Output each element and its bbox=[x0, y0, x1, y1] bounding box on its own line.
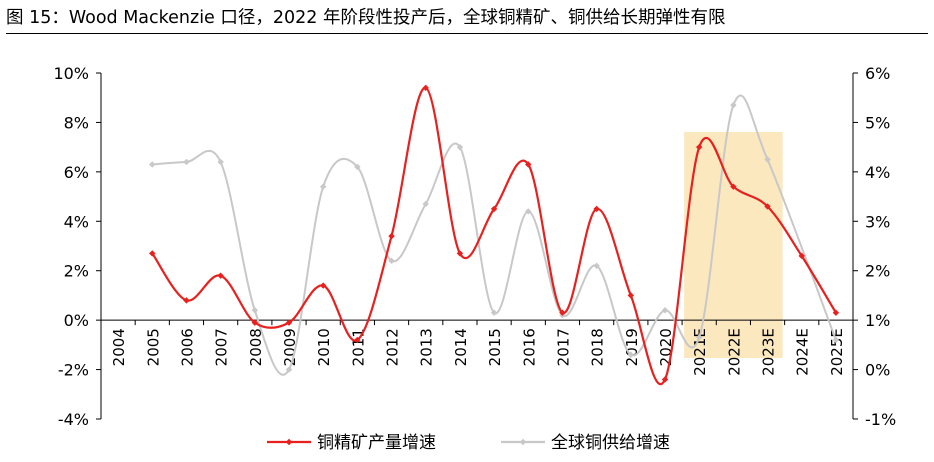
left-axis-tick-label: -2% bbox=[58, 361, 89, 380]
left-axis-tick-label: 6% bbox=[64, 163, 89, 182]
category-tick-label: 2022E bbox=[725, 328, 743, 376]
legend-label-concentrate: 铜精矿产量增速 bbox=[317, 433, 436, 453]
legend-marker-supply bbox=[519, 438, 527, 446]
series-point-supply bbox=[832, 336, 840, 344]
series-point-concentrate bbox=[490, 205, 498, 213]
category-tick-label: 2023E bbox=[760, 328, 778, 376]
series-point-supply bbox=[593, 262, 600, 269]
right-axis-tick-label: 6% bbox=[865, 64, 890, 83]
series-point-concentrate bbox=[798, 252, 805, 260]
series-point-concentrate bbox=[730, 183, 737, 190]
right-axis-tick-label: -1% bbox=[865, 410, 896, 429]
left-axis-tick-label: 8% bbox=[64, 113, 89, 132]
series-point-supply bbox=[149, 161, 156, 168]
series-point-concentrate bbox=[695, 143, 703, 151]
series-point-concentrate bbox=[388, 232, 395, 240]
series-point-concentrate bbox=[285, 319, 293, 326]
category-tick-label: 2018 bbox=[589, 328, 607, 366]
series-point-supply bbox=[388, 257, 395, 265]
series-point-concentrate bbox=[627, 292, 635, 299]
category-tick-label: 2005 bbox=[144, 328, 162, 366]
series-point-concentrate bbox=[832, 309, 840, 316]
series-point-concentrate bbox=[183, 297, 190, 304]
series-point-concentrate bbox=[149, 250, 156, 257]
category-tick-label: 2017 bbox=[554, 328, 572, 366]
legend-label-supply: 全球铜供给增速 bbox=[551, 433, 670, 453]
series-point-supply bbox=[251, 307, 259, 314]
right-axis-tick-label: 4% bbox=[865, 163, 890, 182]
series-point-supply bbox=[217, 158, 224, 166]
left-axis-tick-label: 2% bbox=[64, 262, 89, 281]
series-point-supply bbox=[661, 307, 669, 314]
category-tick-label: 2024E bbox=[794, 328, 812, 376]
category-tick-label: 2025E bbox=[828, 328, 846, 376]
series-point-supply bbox=[456, 143, 464, 151]
series-point-supply bbox=[354, 163, 361, 171]
series-point-supply bbox=[183, 158, 190, 166]
left-axis-tick-label: 10% bbox=[53, 64, 89, 83]
series-point-supply bbox=[627, 351, 635, 358]
category-tick-label: 2006 bbox=[178, 328, 196, 366]
category-tick-label: 2010 bbox=[315, 328, 333, 366]
series-point-concentrate bbox=[354, 336, 361, 344]
right-axis-tick-label: 0% bbox=[865, 361, 890, 380]
category-tick-label: 2013 bbox=[418, 328, 436, 366]
series-point-supply bbox=[730, 101, 737, 109]
series-point-supply bbox=[319, 183, 327, 190]
category-tick-label: 2014 bbox=[452, 328, 470, 366]
forecast-highlight-band bbox=[684, 132, 783, 358]
category-tick-label: 2009 bbox=[281, 328, 299, 366]
series-point-concentrate bbox=[319, 282, 327, 289]
legend-marker-concentrate bbox=[285, 438, 293, 446]
series-point-concentrate bbox=[661, 376, 669, 383]
category-tick-label: 2011 bbox=[349, 328, 367, 366]
category-tick-label: 2008 bbox=[247, 328, 265, 366]
right-axis-tick-label: 5% bbox=[865, 113, 890, 132]
series-point-concentrate bbox=[559, 309, 566, 316]
category-tick-label: 2015 bbox=[486, 328, 504, 366]
series-point-supply bbox=[764, 156, 771, 163]
series-point-concentrate bbox=[422, 84, 429, 92]
left-axis-tick-label: 4% bbox=[64, 212, 89, 231]
figure-title: 图 15：Wood Mackenzie 口径，2022 年阶段性投产后，全球铜精… bbox=[6, 3, 928, 34]
category-tick-label: 2021E bbox=[691, 328, 709, 376]
series-point-concentrate bbox=[593, 205, 600, 213]
left-axis-tick-label: 0% bbox=[64, 311, 89, 330]
right-axis-tick-label: 3% bbox=[865, 212, 890, 231]
series-point-supply bbox=[695, 334, 703, 341]
category-tick-label: 2004 bbox=[110, 328, 128, 366]
series-line-supply bbox=[152, 94, 837, 376]
right-axis-tick-label: 2% bbox=[865, 262, 890, 281]
series-point-supply bbox=[285, 366, 293, 373]
category-tick-label: 2016 bbox=[520, 328, 538, 366]
category-tick-label: 2007 bbox=[213, 328, 231, 366]
series-point-concentrate bbox=[251, 319, 259, 326]
series-point-concentrate bbox=[217, 272, 224, 279]
series-point-supply bbox=[525, 208, 532, 215]
left-axis-tick-label: -4% bbox=[58, 410, 89, 429]
category-tick-label: 2019 bbox=[623, 328, 641, 366]
series-point-concentrate bbox=[456, 250, 464, 257]
series-point-supply bbox=[490, 309, 498, 316]
series-point-concentrate bbox=[525, 161, 532, 168]
category-tick-label: 2012 bbox=[384, 328, 402, 366]
series-point-concentrate bbox=[764, 203, 771, 210]
series-point-supply bbox=[422, 200, 429, 208]
right-axis-tick-label: 1% bbox=[865, 311, 890, 330]
